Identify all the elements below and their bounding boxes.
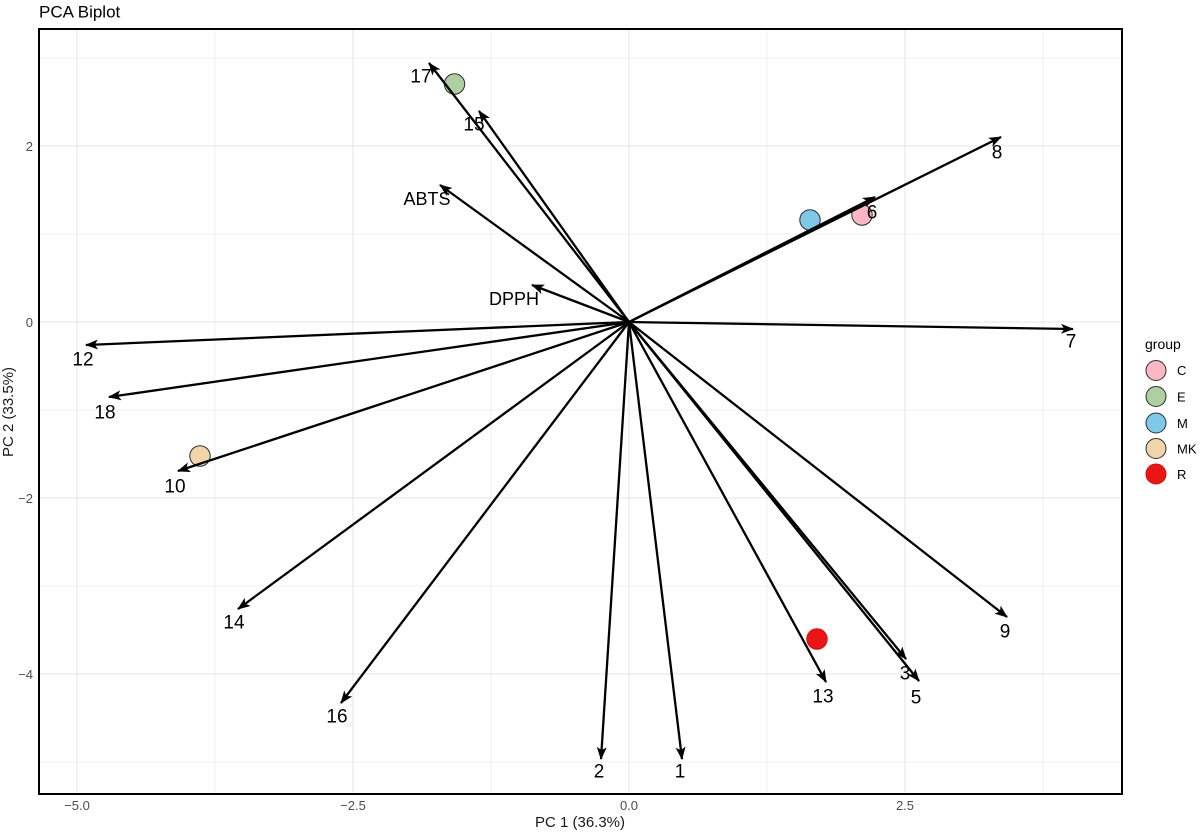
svg-text:−2.5: −2.5	[340, 798, 366, 813]
svg-text:C: C	[1177, 363, 1186, 378]
svg-text:2.5: 2.5	[896, 798, 914, 813]
svg-text:8: 8	[992, 143, 1003, 164]
svg-text:6: 6	[867, 203, 878, 224]
svg-text:17: 17	[410, 67, 431, 88]
svg-text:2: 2	[594, 762, 605, 783]
svg-text:−2: −2	[18, 491, 33, 506]
svg-text:1: 1	[675, 762, 686, 783]
svg-text:−5.0: −5.0	[64, 798, 90, 813]
svg-text:0.0: 0.0	[620, 798, 638, 813]
svg-text:15: 15	[463, 115, 484, 136]
svg-text:9: 9	[1000, 622, 1011, 643]
svg-text:12: 12	[72, 350, 93, 371]
svg-text:E: E	[1177, 390, 1186, 405]
svg-text:−4: −4	[18, 667, 33, 682]
svg-text:5: 5	[911, 688, 922, 709]
svg-text:0: 0	[26, 315, 33, 330]
svg-text:13: 13	[812, 687, 833, 708]
svg-text:M: M	[1177, 416, 1188, 431]
svg-text:16: 16	[326, 707, 347, 728]
svg-text:PC 1 (36.3%): PC 1 (36.3%)	[535, 814, 625, 831]
svg-text:18: 18	[94, 403, 115, 424]
svg-text:7: 7	[1066, 332, 1077, 353]
svg-text:group: group	[1145, 336, 1181, 352]
svg-text:MK: MK	[1177, 442, 1197, 457]
svg-text:R: R	[1177, 467, 1186, 482]
svg-text:PC 2 (33.5%): PC 2 (33.5%)	[0, 367, 17, 457]
svg-text:ABTS: ABTS	[403, 189, 450, 209]
svg-text:10: 10	[164, 477, 185, 498]
svg-text:3: 3	[900, 664, 911, 685]
svg-text:14: 14	[223, 613, 245, 634]
svg-text:2: 2	[26, 139, 33, 154]
svg-text:DPPH: DPPH	[489, 289, 539, 309]
svg-text:PCA Biplot: PCA Biplot	[39, 3, 121, 22]
